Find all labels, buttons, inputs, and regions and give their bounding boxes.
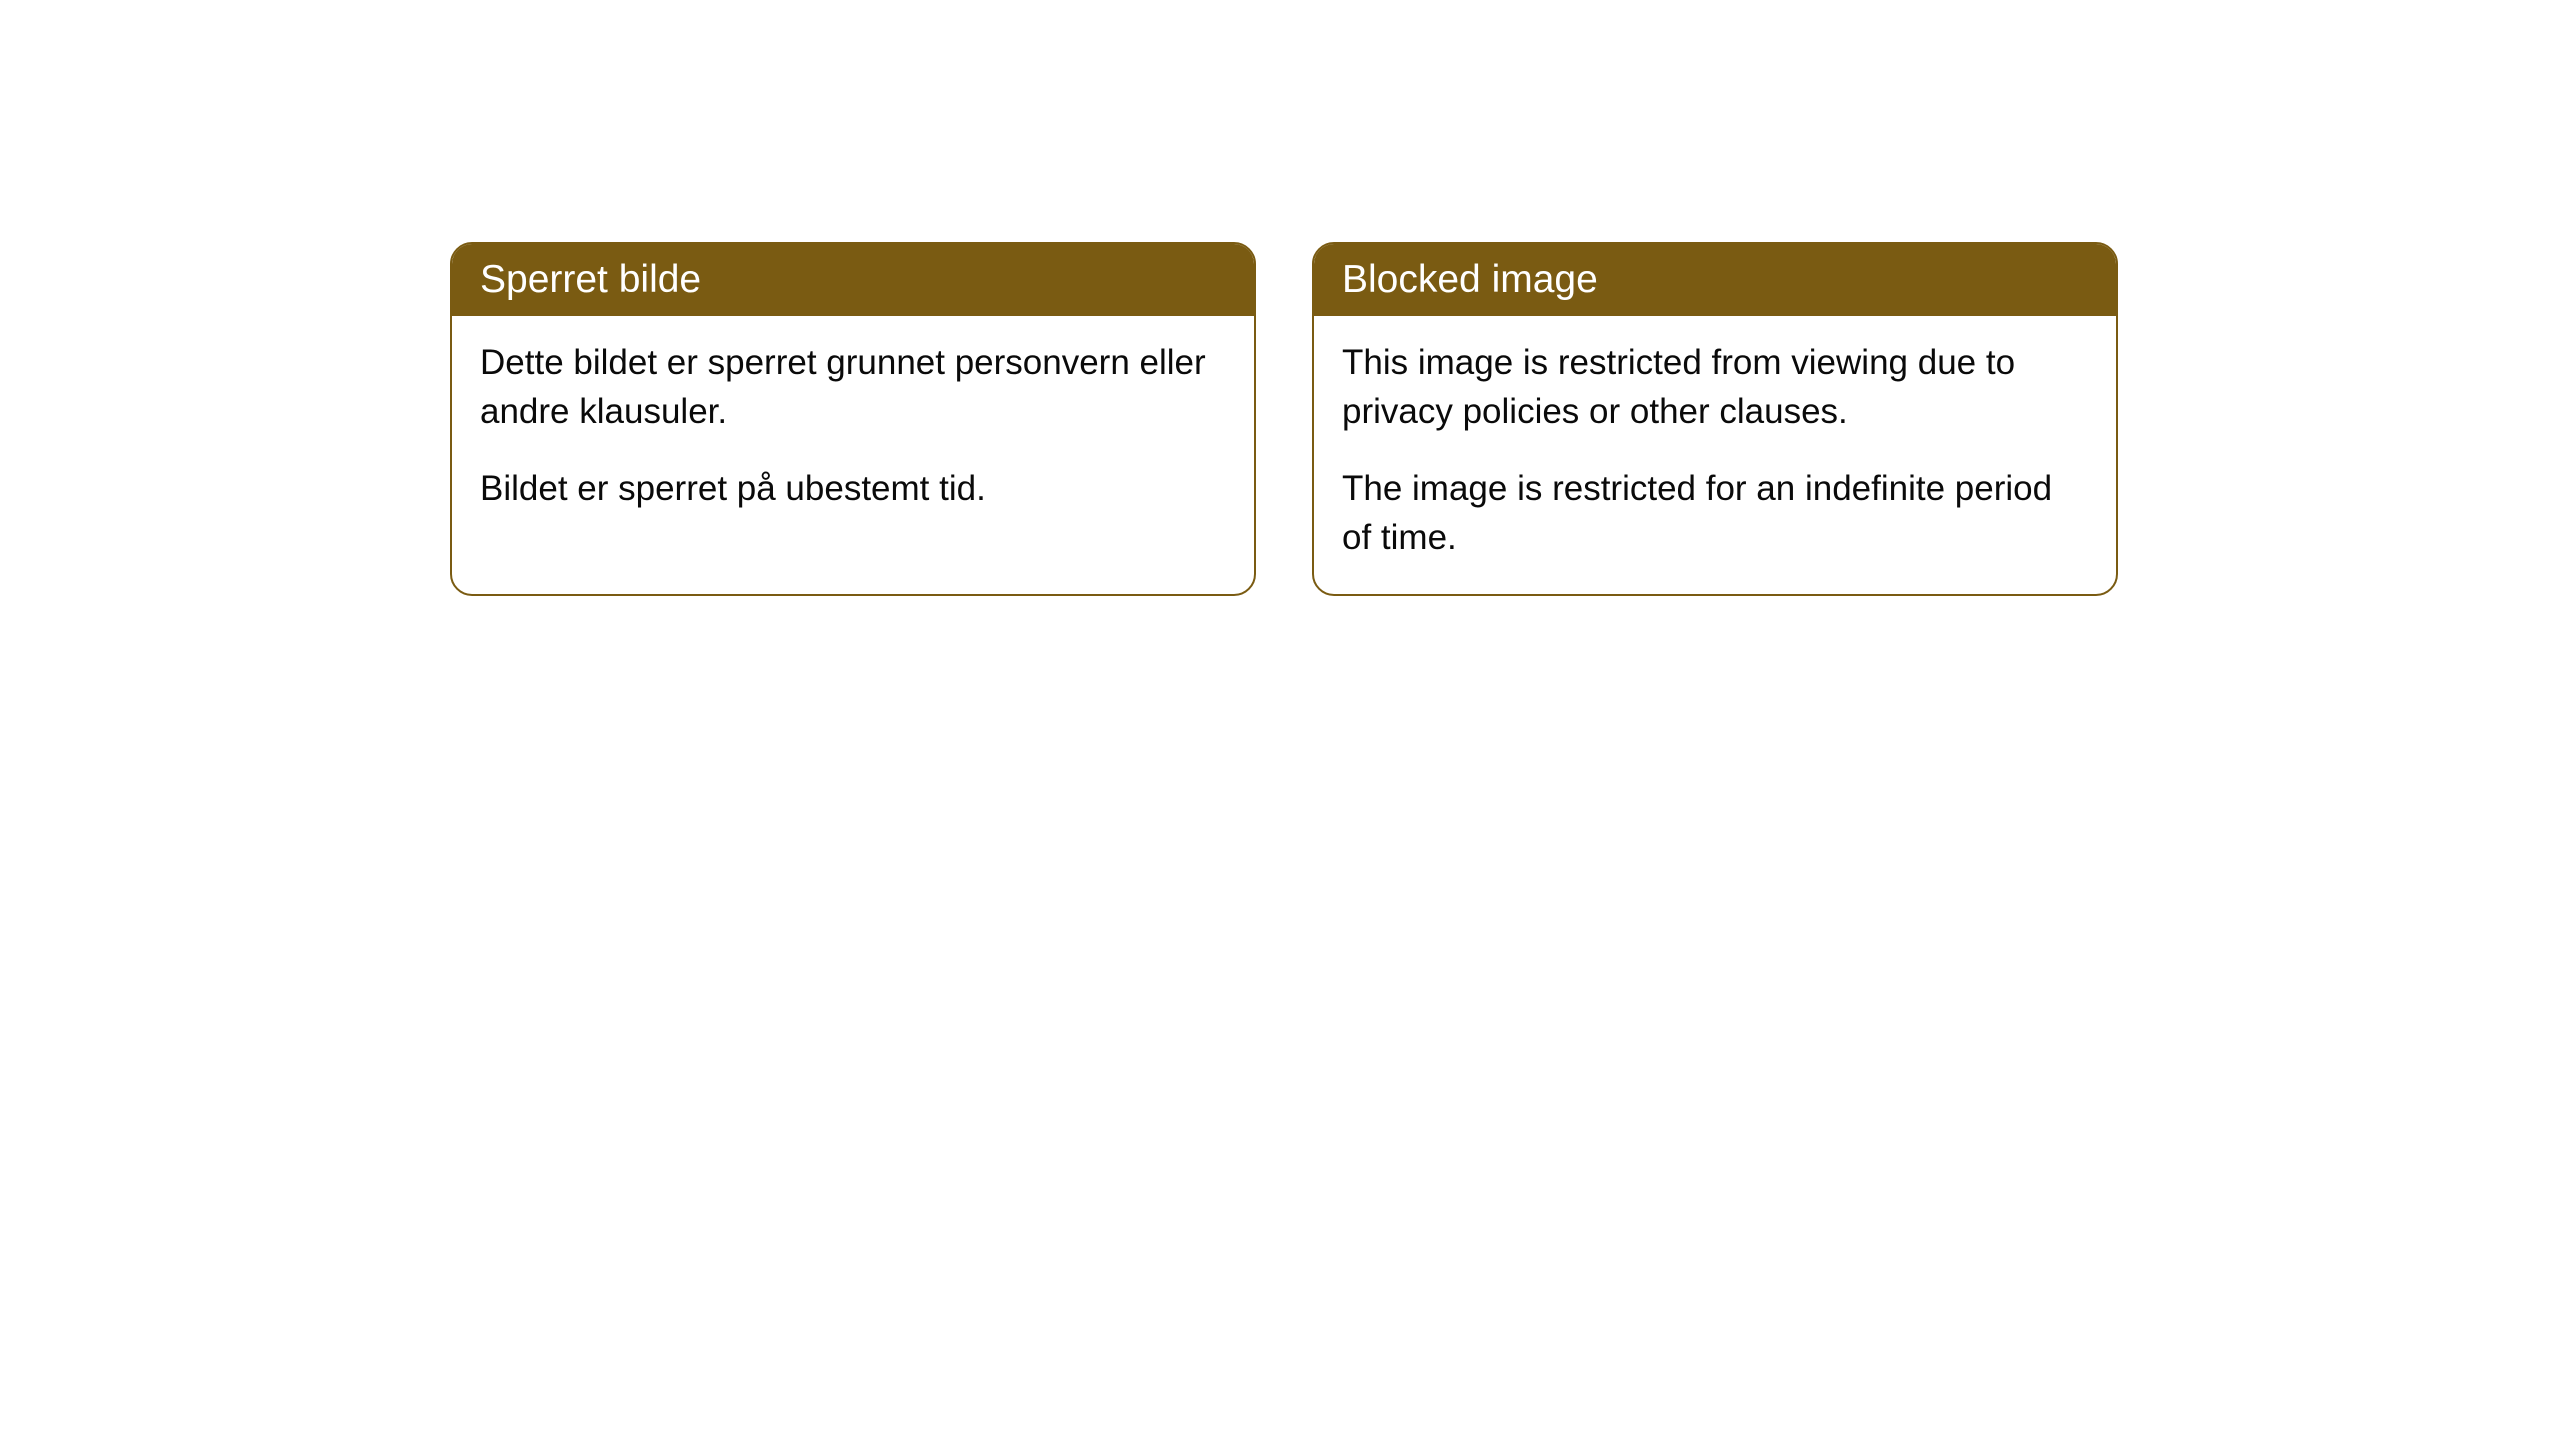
card-header-en: Blocked image [1314,244,2116,316]
card-para2-en: The image is restricted for an indefinit… [1342,464,2088,562]
card-body-en: This image is restricted from viewing du… [1314,316,2116,594]
card-para2-no: Bildet er sperret på ubestemt tid. [480,464,1226,513]
cards-container: Sperret bilde Dette bildet er sperret gr… [0,0,2560,596]
blocked-image-card-en: Blocked image This image is restricted f… [1312,242,2118,596]
card-para1-en: This image is restricted from viewing du… [1342,338,2088,436]
blocked-image-card-no: Sperret bilde Dette bildet er sperret gr… [450,242,1256,596]
card-para1-no: Dette bildet er sperret grunnet personve… [480,338,1226,436]
card-body-no: Dette bildet er sperret grunnet personve… [452,316,1254,545]
card-header-no: Sperret bilde [452,244,1254,316]
